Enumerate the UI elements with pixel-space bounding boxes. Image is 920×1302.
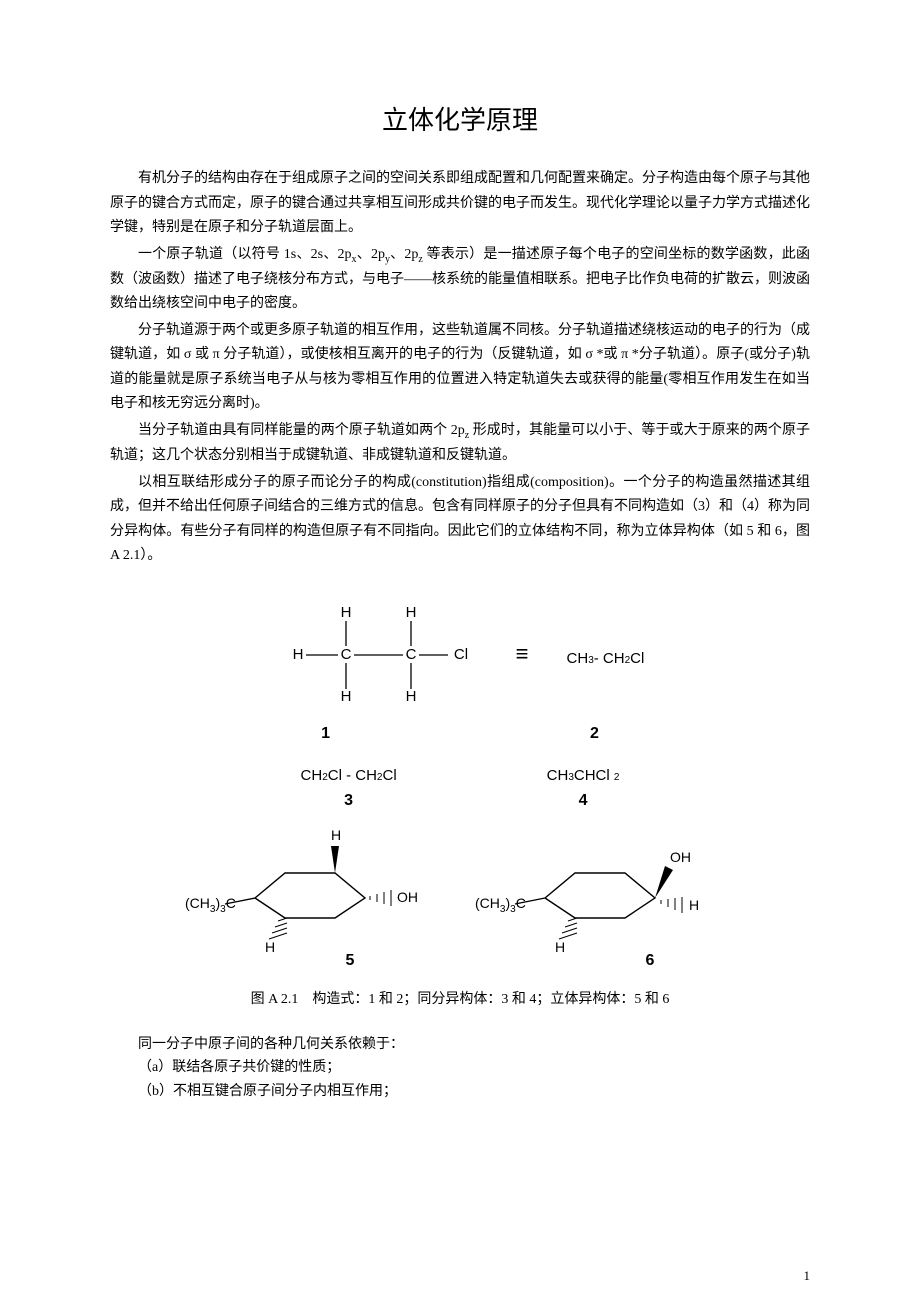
structure-1-svg: C H H H C H H Cl [276,599,476,709]
p2-b: 、2p [357,247,385,262]
equiv-symbol: ≡ [516,641,527,667]
num-3: 3 [344,792,353,810]
structure-4: CH3CHCl 2 4 [547,767,620,810]
s4-b: CHCl [574,767,610,784]
structure-5-svg: (CH3)3C H H OH [175,818,455,958]
page-number: 1 [804,1268,811,1284]
num-6: 6 [646,952,655,970]
num-4: 4 [579,792,588,810]
svg-text:C: C [340,646,351,663]
svg-text:H: H [405,604,416,621]
paragraph-1: 有机分子的结构由存在于组成原子之间的空间关系即组成配置和几何配置来确定。分子构造… [110,167,810,241]
s4-a: CH [547,767,569,784]
paragraph-5: 以相互联结形成分子的原子而论分子的构成(constitution)指组成(com… [110,471,810,569]
paragraph-4: 当分子轨道由具有同样能量的两个原子轨道如两个 2pz 形成时，其能量可以小于、等… [110,419,810,469]
p2-a: 一个原子轨道（以符号 1s、2s、2p [138,247,352,262]
svg-text:C: C [405,646,416,663]
s3-c: Cl [382,767,396,784]
svg-text:OH: OH [397,889,418,905]
svg-text:H: H [265,939,275,955]
s2-b: - CH [594,650,625,667]
page-title: 立体化学原理 [110,100,810,137]
svg-text:H: H [292,646,303,663]
s3-a: CH [301,767,323,784]
svg-text:H: H [689,897,699,913]
s3-b: Cl - CH [328,767,377,784]
structure-6: (CH3)3C OH H H 6 [465,818,745,970]
structure-2: CH3- CH2Cl [567,640,645,667]
svg-text:H: H [340,688,351,705]
list-a: （a）联结各原子共价键的性质； [138,1056,810,1080]
s2-c: Cl [630,650,644,667]
num-2: 2 [590,725,599,743]
s4-sub2: 2 [614,772,620,783]
list-intro: 同一分子中原子间的各种几何关系依赖于： [138,1033,810,1057]
structure-5: (CH3)3C H H OH 5 [175,818,455,970]
svg-text:(CH3)3C: (CH3)3C [185,895,236,915]
paragraph-2: 一个原子轨道（以符号 1s、2s、2px、2py、2pz 等表示）是一描述原子每… [110,243,810,317]
svg-text:(CH3)3C: (CH3)3C [475,895,526,915]
svg-text:H: H [331,827,341,843]
svg-text:H: H [405,688,416,705]
num-5: 5 [346,952,355,970]
svg-text:Cl: Cl [454,646,468,663]
svg-text:OH: OH [670,849,691,865]
figure-a-2-1: C H H H C H H Cl [110,599,810,1008]
num-1: 1 [321,725,330,743]
p4-a: 当分子轨道由具有同样能量的两个原子轨道如两个 2p [138,423,465,438]
paragraph-3: 分子轨道源于两个或更多原子轨道的相互作用，这些轨道属不同核。分子轨道描述绕核运动… [110,319,810,417]
s2-a: CH [567,650,589,667]
p2-c: 、2p [390,247,418,262]
svg-text:H: H [340,604,351,621]
list-b: （b）不相互键合原子间分子内相互作用； [138,1080,810,1104]
structure-3: CH2Cl - CH2Cl 3 [301,767,397,810]
structure-6-svg: (CH3)3C OH H H [465,818,745,958]
figure-caption: 图 A 2.1 构造式：1 和 2；同分异构体：3 和 4；立体异构体：5 和 … [110,988,810,1008]
svg-text:H: H [555,939,565,955]
structure-1: C H H H C H H Cl [276,599,476,709]
